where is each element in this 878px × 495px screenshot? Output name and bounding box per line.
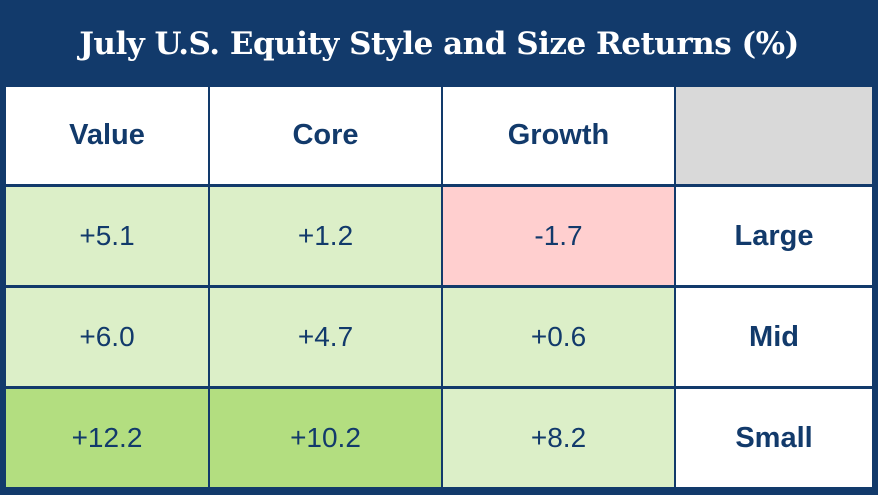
cell-small-growth: +8.2 [443,389,674,487]
cell-mid-core: +4.7 [210,288,441,386]
chart-title: July U.S. Equity Style and Size Returns … [79,26,799,62]
row-label-mid: Mid [676,288,872,386]
cell-mid-growth: +0.6 [443,288,674,386]
cell-large-value: +5.1 [6,187,208,285]
cell-small-value: +12.2 [6,389,208,487]
cell-large-growth: -1.7 [443,187,674,285]
cell-mid-value: +6.0 [6,288,208,386]
header-corner-blank [676,87,872,184]
cell-large-core: +1.2 [210,187,441,285]
column-header-core: Core [210,87,441,184]
column-header-growth: Growth [443,87,674,184]
column-header-value: Value [6,87,208,184]
cell-small-core: +10.2 [210,389,441,487]
returns-table: Value Core Growth +5.1 +1.2 -1.7 Large +… [6,87,872,488]
row-label-small: Small [676,389,872,487]
row-label-large: Large [676,187,872,285]
